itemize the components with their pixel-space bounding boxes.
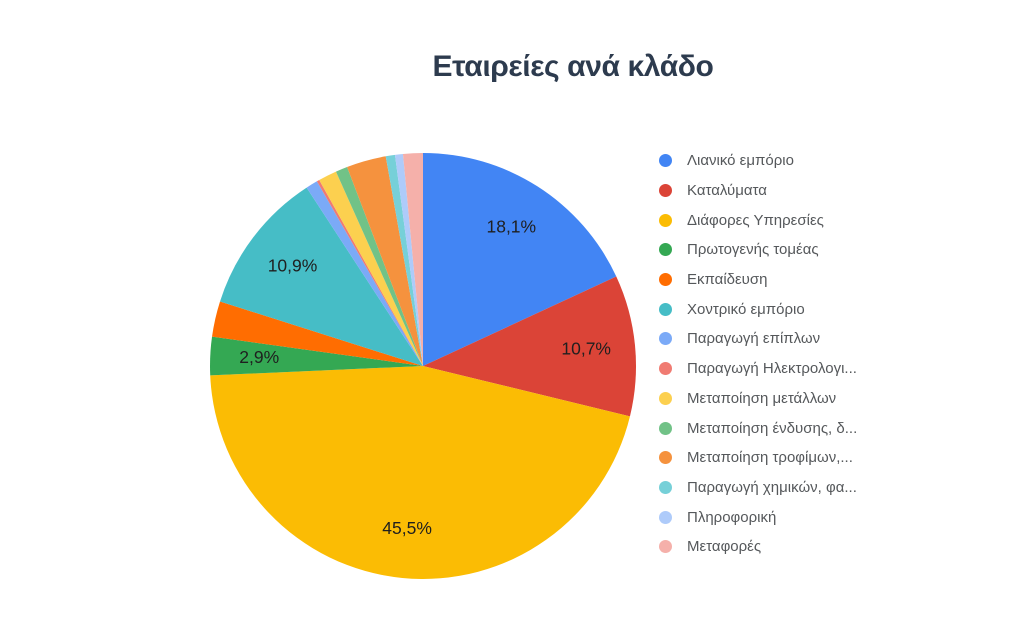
pie-slice-5[interactable] — [220, 187, 423, 366]
legend-item-label: Μεταποίηση ένδυσης, δ... — [687, 419, 858, 437]
pie-slice-13[interactable] — [402, 153, 423, 366]
legend-item-label: Παραγωγή Ηλεκτρολογι... — [687, 360, 857, 378]
slice-value-label-0: 18,1% — [486, 216, 536, 236]
legend-item-1[interactable]: Καταλύματα — [659, 176, 857, 206]
pie-slice-6[interactable] — [306, 181, 423, 366]
legend-item-label: Χοντρικό εμπόριο — [687, 300, 805, 318]
chart-title: Εταιρείες ανά κλάδο — [432, 50, 714, 83]
pie-slice-3[interactable] — [210, 336, 423, 376]
legend-swatch-icon — [659, 362, 672, 376]
slice-value-label-2: 45,5% — [382, 518, 432, 538]
legend-item-2[interactable]: Διάφορες Υπηρεσίες — [659, 205, 857, 235]
legend-swatch-icon — [659, 451, 672, 465]
legend-swatch-icon — [659, 184, 672, 198]
legend-item-10[interactable]: Μεταποίηση τροφίμων,... — [659, 443, 857, 473]
legend-swatch-icon — [659, 273, 672, 287]
legend-item-label: Πληροφορική — [687, 508, 777, 526]
legend-swatch-icon — [659, 540, 672, 554]
legend-item-4[interactable]: Εκπαίδευση — [659, 265, 857, 295]
legend-item-label: Εκπαίδευση — [687, 271, 768, 289]
legend-item-label: Λιανικό εμπόριο — [687, 152, 794, 170]
legend-item-label: Παραγωγή χημικών, φα... — [687, 478, 857, 496]
legend-item-3[interactable]: Πρωτογενής τομέας — [659, 235, 857, 265]
legend-swatch-icon — [659, 154, 672, 168]
pie-slice-2[interactable] — [210, 366, 630, 579]
pie-slice-12[interactable] — [394, 153, 423, 366]
legend-item-13[interactable]: Μεταφορές — [659, 532, 857, 562]
legend-item-8[interactable]: Μεταποίηση μετάλλων — [659, 384, 857, 414]
pie-slice-4[interactable] — [212, 301, 423, 366]
legend-swatch-icon — [659, 421, 672, 435]
legend-item-label: Μεταποίηση μετάλλων — [687, 389, 837, 407]
legend-item-5[interactable]: Χοντρικό εμπόριο — [659, 294, 857, 324]
pie-slice-9[interactable] — [335, 166, 423, 366]
legend-swatch-icon — [659, 213, 672, 227]
pie-slice-7[interactable] — [316, 180, 423, 366]
legend-item-12[interactable]: Πληροφορική — [659, 502, 857, 532]
legend-swatch-icon — [659, 510, 672, 524]
legend: Λιανικό εμπόριο Καταλύματα Διάφορες Υπηρεσ… — [659, 146, 857, 562]
legend-item-label: Παραγωγή επίπλων — [687, 330, 821, 348]
slice-value-label-3: 2,9% — [239, 347, 279, 367]
legend-item-label: Πρωτογενής τομέας — [687, 241, 819, 259]
legend-swatch-icon — [659, 480, 672, 494]
legend-item-0[interactable]: Λιανικό εμπόριο — [659, 146, 857, 176]
pie-slice-1[interactable] — [423, 276, 636, 417]
legend-item-11[interactable]: Παραγωγή χημικών, φα... — [659, 473, 857, 503]
slice-value-label-1: 10,7% — [561, 339, 611, 359]
legend-swatch-icon — [659, 391, 672, 405]
legend-item-label: Διάφορες Υπηρεσίες — [687, 211, 824, 229]
pie-slice-0[interactable] — [423, 153, 617, 366]
legend-item-7[interactable]: Παραγωγή Ηλεκτρολογι... — [659, 354, 857, 384]
legend-swatch-icon — [659, 302, 672, 316]
pie-slice-10[interactable] — [347, 156, 423, 366]
legend-item-label: Μεταποίηση τροφίμων,... — [687, 449, 853, 467]
legend-swatch-icon — [659, 243, 672, 257]
legend-swatch-icon — [659, 332, 672, 346]
slice-value-label-5: 10,9% — [268, 255, 318, 275]
legend-item-label: Καταλύματα — [687, 182, 767, 200]
legend-item-label: Μεταφορές — [687, 538, 762, 556]
legend-item-9[interactable]: Μεταποίηση ένδυσης, δ... — [659, 413, 857, 443]
pie-slice-8[interactable] — [319, 171, 423, 366]
pie-slice-11[interactable] — [385, 154, 423, 366]
legend-item-6[interactable]: Παραγωγή επίπλων — [659, 324, 857, 354]
